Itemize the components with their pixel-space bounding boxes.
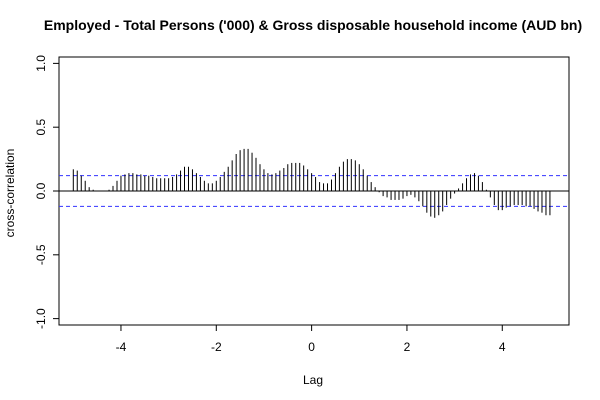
y-tick-label: -0.5 xyxy=(34,244,48,265)
chart-title: Employed - Total Persons ('000) & Gross … xyxy=(44,17,582,33)
plot-area: -4 -2 0 2 4 -1.0 -0.5 0.0 0.5 1.0 xyxy=(34,55,570,354)
x-tick-label: -4 xyxy=(116,340,127,354)
y-tick-label: 0.0 xyxy=(34,182,48,199)
y-tick-label: 0.5 xyxy=(34,119,48,136)
y-axis-label: cross-correlation xyxy=(3,149,17,238)
y-tick-label: -1.0 xyxy=(34,308,48,329)
x-axis-label: Lag xyxy=(303,373,323,387)
x-tick-label: 2 xyxy=(404,340,411,354)
x-tick-label: -2 xyxy=(211,340,222,354)
y-tick-label: 1.0 xyxy=(34,55,48,72)
x-tick-label: 0 xyxy=(308,340,315,354)
x-tick-label: 4 xyxy=(499,340,506,354)
